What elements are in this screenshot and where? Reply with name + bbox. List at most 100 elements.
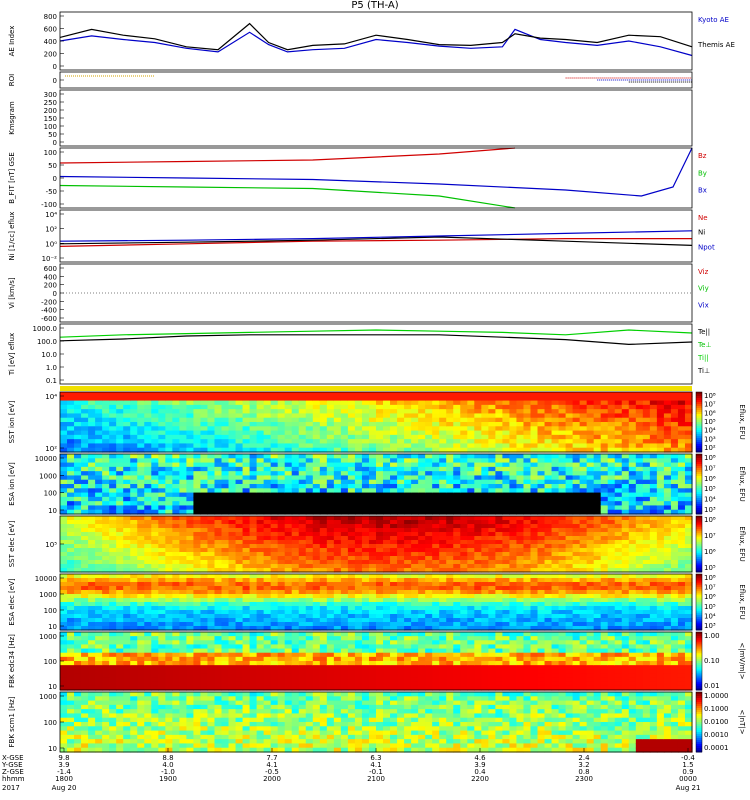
- heat-cell: [397, 598, 405, 603]
- heat-cell: [228, 413, 237, 419]
- heat-cell: [249, 594, 258, 599]
- heat-cell: [158, 610, 166, 615]
- heat-cell: [172, 520, 180, 525]
- heat-cell: [523, 505, 532, 511]
- heat-cell: [572, 544, 581, 549]
- heat-cell: [607, 488, 616, 494]
- heat-cell: [390, 466, 398, 472]
- heat-cell: [305, 626, 314, 631]
- heat-cell: [572, 417, 581, 423]
- heat-cell: [530, 540, 539, 545]
- heat-cell: [537, 496, 546, 502]
- heat-cell: [600, 417, 609, 423]
- heat-cell: [81, 422, 89, 427]
- heat-cell: [102, 430, 110, 436]
- heat-cell: [207, 417, 216, 423]
- heat-cell: [474, 594, 482, 599]
- heat-cell: [495, 505, 503, 511]
- heat-cell: [495, 509, 503, 515]
- heat-cell: [193, 471, 202, 477]
- heat-cell: [411, 578, 419, 583]
- heat-cell: [151, 488, 159, 494]
- heat-cell: [453, 520, 461, 525]
- heat-cell: [235, 578, 244, 583]
- heat-cell: [411, 447, 419, 453]
- heat-cell: [305, 400, 314, 406]
- heat-cell: [193, 622, 202, 627]
- heat-cell: [326, 582, 335, 587]
- heat-cell: [130, 536, 138, 541]
- heat-cell: [116, 536, 124, 541]
- heat-cell: [298, 443, 307, 449]
- heat-cell: [172, 492, 180, 498]
- heat-cell: [509, 606, 518, 611]
- heat-cell: [228, 578, 237, 583]
- colorbar-cell: [696, 484, 702, 487]
- heat-cell: [312, 602, 321, 607]
- heat-cell: [242, 422, 251, 427]
- heat-cell: [284, 458, 293, 464]
- heat-cell: [228, 528, 237, 533]
- heat-cell: [425, 626, 433, 631]
- heat-cell: [242, 426, 251, 432]
- heat-cell: [593, 434, 602, 440]
- heat-cell: [263, 509, 272, 515]
- heat-cell: [530, 458, 539, 464]
- heat-cell: [663, 396, 672, 402]
- heat-cell: [95, 422, 103, 427]
- heat-cell: [495, 501, 503, 507]
- heat-cell: [376, 426, 384, 432]
- heat-cell: [411, 458, 419, 464]
- heat-cell: [326, 462, 335, 468]
- heat-cell: [418, 532, 426, 537]
- heat-cell: [256, 564, 265, 569]
- heat-cell: [439, 447, 447, 453]
- heat-cell: [340, 501, 349, 507]
- heat-cell: [67, 430, 75, 436]
- heat-cell: [425, 479, 433, 485]
- heat-cell: [488, 496, 496, 502]
- heat-cell: [102, 532, 110, 537]
- heat-cell: [397, 404, 405, 410]
- heat-cell: [614, 409, 623, 415]
- heat-cell: [130, 544, 138, 549]
- heat-cell: [614, 471, 623, 477]
- colorbar-cell: [696, 540, 702, 543]
- heat-cell: [656, 492, 665, 498]
- heat-cell: [446, 505, 454, 511]
- heat-cell: [291, 447, 300, 453]
- heat-cell: [558, 578, 567, 583]
- heat-cell: [172, 618, 180, 623]
- heat-cell: [635, 496, 644, 502]
- heat-cell: [453, 400, 461, 406]
- heat-cell: [460, 509, 468, 515]
- heat-cell: [193, 454, 202, 459]
- heat-cell: [397, 462, 405, 468]
- heat-cell: [600, 496, 609, 502]
- heat-cell: [376, 443, 384, 449]
- heat-cell: [677, 462, 686, 468]
- heat-cell: [495, 614, 503, 619]
- heat-cell: [453, 492, 461, 498]
- heat-cell: [509, 447, 518, 453]
- heat-cell: [614, 492, 623, 498]
- heat-cell: [383, 443, 391, 449]
- heat-cell: [354, 475, 363, 481]
- heat-cell: [544, 409, 553, 415]
- heat-cell: [432, 544, 440, 549]
- heat-cell: [397, 564, 405, 569]
- heat-cell: [200, 471, 209, 477]
- heat-cell: [600, 422, 609, 427]
- heat-cell: [488, 520, 496, 525]
- heat-cell: [340, 439, 349, 445]
- heat-cell: [95, 520, 103, 525]
- heat-cell: [291, 598, 300, 603]
- heat-cell: [649, 501, 658, 507]
- heat-cell: [123, 618, 131, 623]
- y-tick-label: 10⁰: [45, 240, 57, 248]
- heat-cell: [607, 492, 616, 498]
- heat-cell: [537, 396, 546, 402]
- heat-cell: [256, 479, 265, 485]
- heat-cell: [495, 488, 503, 494]
- heat-cell: [684, 409, 693, 415]
